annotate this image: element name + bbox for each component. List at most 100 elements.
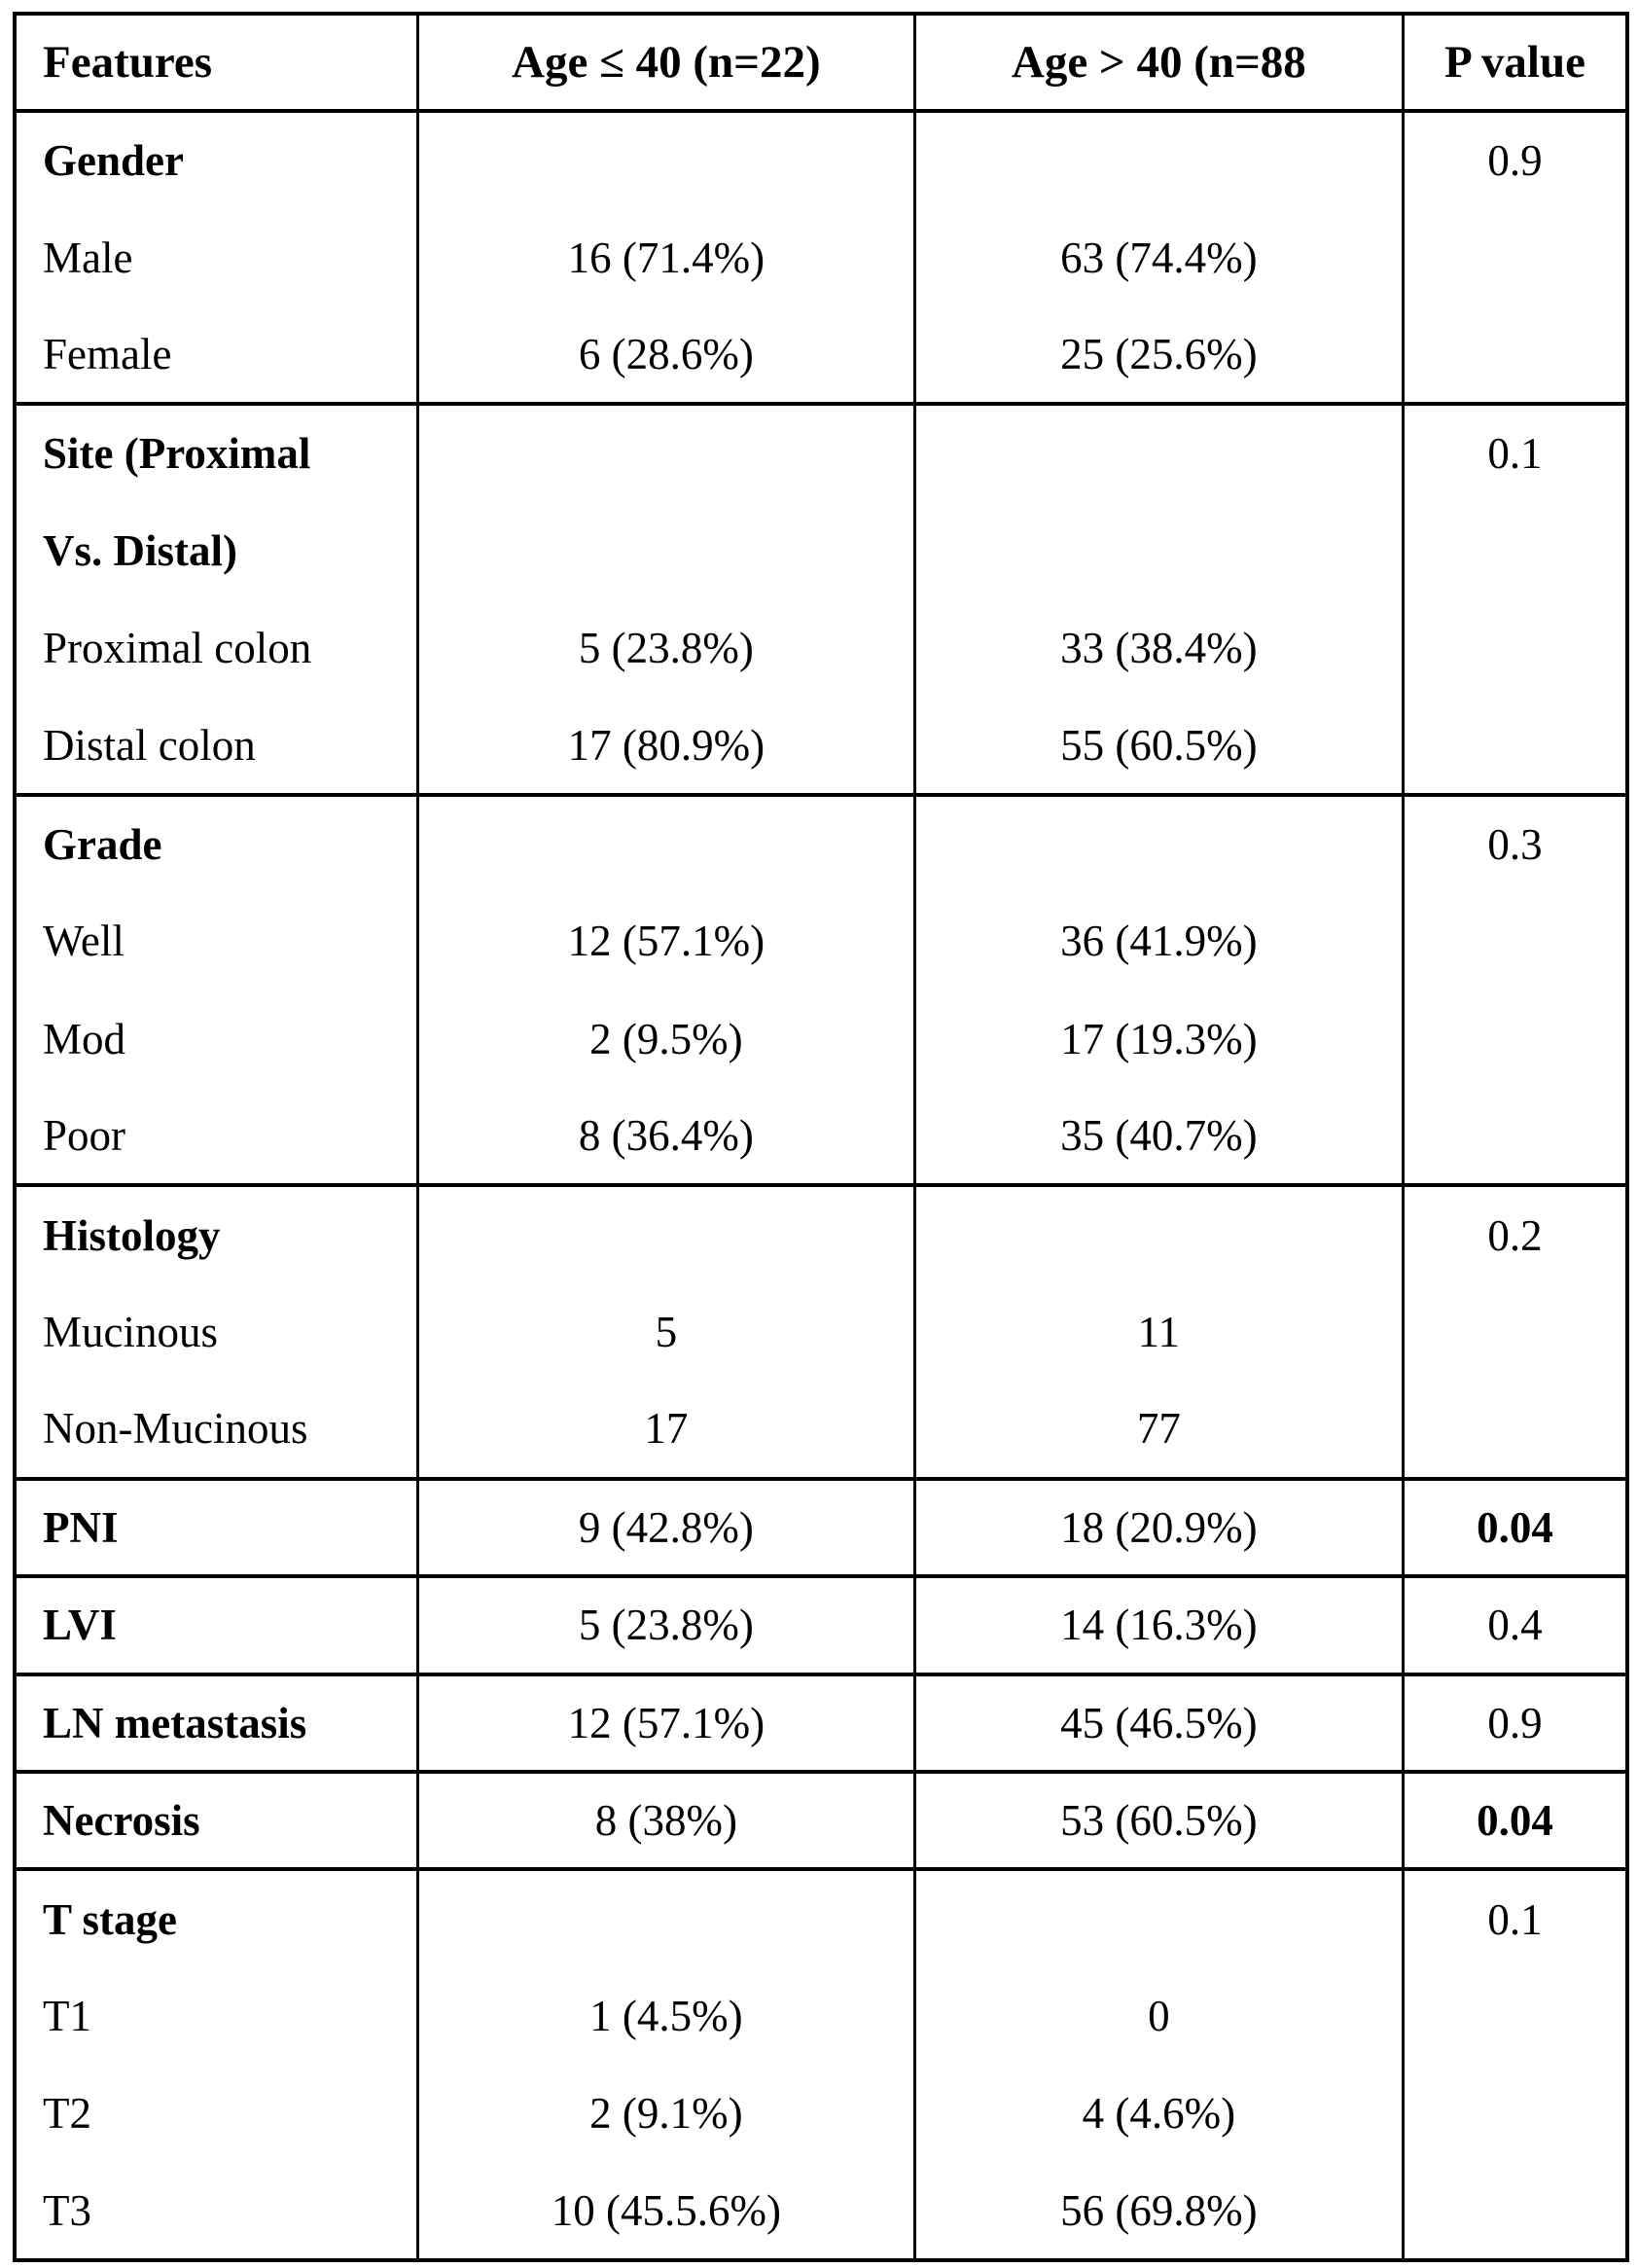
value-cell: 12 (57.1%) (416, 1672, 916, 1772)
value-cell: 17 (416, 1381, 916, 1479)
value-cell: 2 (9.5%) (416, 990, 916, 1089)
feature-cell: Mucinous (13, 1282, 419, 1382)
feature-cell: Well (13, 892, 419, 990)
value-cell: 18 (20.9%) (912, 1476, 1406, 1577)
pvalue-cell: 0.4 (1402, 1574, 1629, 1674)
pvalue-cell (1402, 306, 1629, 405)
pvalue-cell (1402, 2065, 1629, 2163)
value-cell: 77 (912, 1381, 1406, 1479)
pvalue-cell: 0.9 (1402, 108, 1629, 209)
value-cell (416, 108, 916, 209)
value-cell: 5 (23.8%) (416, 1574, 916, 1674)
value-cell (912, 1867, 1406, 1967)
pvalue-cell: 0.3 (1402, 792, 1629, 893)
value-cell: 8 (36.4%) (416, 1088, 916, 1186)
value-cell: 9 (42.8%) (416, 1476, 916, 1577)
value-cell: 16 (71.4%) (416, 208, 916, 306)
value-cell: 25 (25.6%) (912, 306, 1406, 405)
table-row-distal-colon: Distal colon 17 (80.9%) 55 (60.5%) (13, 697, 1629, 795)
features-by-age-table-container: Features Age ≤ 40 (n=22) Age > 40 (n=88 … (13, 12, 1629, 2262)
table-row-male: Male 16 (71.4%) 63 (74.4%) (13, 208, 1629, 306)
feature-cell: Mod (13, 990, 419, 1089)
clinicopathologic-features-table: Features Age ≤ 40 (n=22) Age > 40 (n=88 … (13, 12, 1629, 2262)
feature-cell: Gender (13, 108, 419, 209)
feature-cell: Site (Proximal (13, 402, 419, 502)
value-cell: 5 (23.8%) (416, 599, 916, 698)
feature-cell: Grade (13, 792, 419, 893)
pvalue-cell: 0.04 (1402, 1476, 1629, 1577)
feature-cell: LN metastasis (13, 1672, 419, 1772)
table-row-t2: T2 2 (9.1%) 4 (4.6%) (13, 2065, 1629, 2163)
column-header-age-gt-40: Age > 40 (n=88 (912, 14, 1406, 113)
pvalue-cell (1402, 990, 1629, 1089)
pvalue-cell: 0.2 (1402, 1183, 1629, 1283)
pvalue-cell: 0.9 (1402, 1672, 1629, 1772)
column-header-age-le-40: Age ≤ 40 (n=22) (416, 14, 916, 113)
value-cell (912, 402, 1406, 502)
value-cell (416, 792, 916, 893)
feature-cell: Distal colon (13, 697, 419, 795)
table-row-grade: Grade 0.3 (13, 792, 1629, 893)
value-cell: 0 (912, 1966, 1406, 2066)
table-row-poor: Poor 8 (36.4%) 35 (40.7%) (13, 1088, 1629, 1186)
pvalue-cell (1402, 1282, 1629, 1382)
table-row-t-stage: T stage 0.1 (13, 1867, 1629, 1967)
feature-cell: T2 (13, 2065, 419, 2163)
column-header-p-value: P value (1402, 14, 1629, 113)
feature-cell: Histology (13, 1183, 419, 1283)
pvalue-cell (1402, 501, 1629, 600)
table-row-site-wrap: Vs. Distal) (13, 501, 1629, 600)
feature-cell: Female (13, 306, 419, 405)
feature-cell: T3 (13, 2162, 419, 2260)
pvalue-cell: 0.1 (1402, 402, 1629, 502)
table-row-site: Site (Proximal 0.1 (13, 402, 1629, 502)
table-row-necrosis: Necrosis 8 (38%) 53 (60.5%) 0.04 (13, 1769, 1629, 1870)
feature-cell: Male (13, 208, 419, 306)
value-cell: 17 (80.9%) (416, 697, 916, 795)
feature-cell: Non-Mucinous (13, 1381, 419, 1479)
value-cell (416, 1183, 916, 1283)
value-cell: 17 (19.3%) (912, 990, 1406, 1089)
value-cell: 6 (28.6%) (416, 306, 916, 405)
value-cell: 33 (38.4%) (912, 599, 1406, 698)
value-cell: 12 (57.1%) (416, 892, 916, 990)
table-row-female: Female 6 (28.6%) 25 (25.6%) (13, 306, 1629, 405)
value-cell: 56 (69.8%) (912, 2162, 1406, 2260)
value-cell: 2 (9.1%) (416, 2065, 916, 2163)
value-cell (912, 792, 1406, 893)
pvalue-cell (1402, 1088, 1629, 1186)
value-cell (416, 402, 916, 502)
value-cell: 45 (46.5%) (912, 1672, 1406, 1772)
feature-cell: LVI (13, 1574, 419, 1674)
value-cell (416, 501, 916, 600)
value-cell (912, 501, 1406, 600)
header-row: Features Age ≤ 40 (n=22) Age > 40 (n=88 … (13, 14, 1629, 113)
table-row-t3: T3 10 (45.5.6%) 56 (69.8%) (13, 2162, 1629, 2260)
pvalue-cell (1402, 1966, 1629, 2066)
value-cell: 55 (60.5%) (912, 697, 1406, 795)
feature-cell: T1 (13, 1966, 419, 2066)
value-cell: 35 (40.7%) (912, 1088, 1406, 1186)
value-cell: 14 (16.3%) (912, 1574, 1406, 1674)
table-row-t1: T1 1 (4.5%) 0 (13, 1966, 1629, 2066)
value-cell: 8 (38%) (416, 1769, 916, 1870)
table-row-well: Well 12 (57.1%) 36 (41.9%) (13, 892, 1629, 990)
feature-cell: Poor (13, 1088, 419, 1186)
feature-cell: Necrosis (13, 1769, 419, 1870)
value-cell: 4 (4.6%) (912, 2065, 1406, 2163)
table-row-gender: Gender 0.9 (13, 108, 1629, 209)
table-row-proximal-colon: Proximal colon 5 (23.8%) 33 (38.4%) (13, 599, 1629, 698)
value-cell: 1 (4.5%) (416, 1966, 916, 2066)
value-cell (912, 1183, 1406, 1283)
pvalue-cell (1402, 599, 1629, 698)
value-cell (912, 108, 1406, 209)
value-cell: 63 (74.4%) (912, 208, 1406, 306)
value-cell: 36 (41.9%) (912, 892, 1406, 990)
pvalue-cell (1402, 208, 1629, 306)
pvalue-cell (1402, 1381, 1629, 1479)
table-row-mod: Mod 2 (9.5%) 17 (19.3%) (13, 990, 1629, 1089)
pvalue-cell (1402, 697, 1629, 795)
value-cell: 11 (912, 1282, 1406, 1382)
table-row-lvi: LVI 5 (23.8%) 14 (16.3%) 0.4 (13, 1574, 1629, 1674)
feature-cell: T stage (13, 1867, 419, 1967)
